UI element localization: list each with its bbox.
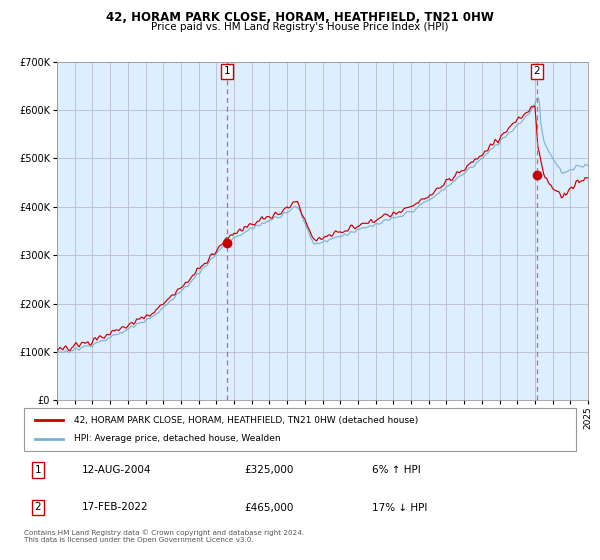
Text: Price paid vs. HM Land Registry's House Price Index (HPI): Price paid vs. HM Land Registry's House …: [151, 22, 449, 32]
Text: 2: 2: [534, 66, 541, 76]
Text: 17-FEB-2022: 17-FEB-2022: [82, 502, 149, 512]
Text: 1: 1: [34, 465, 41, 475]
Text: 1: 1: [224, 66, 230, 76]
Text: 42, HORAM PARK CLOSE, HORAM, HEATHFIELD, TN21 0HW (detached house): 42, HORAM PARK CLOSE, HORAM, HEATHFIELD,…: [74, 416, 418, 424]
Text: £465,000: £465,000: [245, 502, 294, 512]
Text: 6% ↑ HPI: 6% ↑ HPI: [372, 465, 421, 475]
Text: 2: 2: [34, 502, 41, 512]
Text: £325,000: £325,000: [245, 465, 294, 475]
Text: Contains HM Land Registry data © Crown copyright and database right 2024.
This d: Contains HM Land Registry data © Crown c…: [24, 529, 304, 543]
Text: 42, HORAM PARK CLOSE, HORAM, HEATHFIELD, TN21 0HW: 42, HORAM PARK CLOSE, HORAM, HEATHFIELD,…: [106, 11, 494, 24]
Text: HPI: Average price, detached house, Wealden: HPI: Average price, detached house, Weal…: [74, 435, 280, 444]
Text: 12-AUG-2004: 12-AUG-2004: [82, 465, 151, 475]
Text: 17% ↓ HPI: 17% ↓ HPI: [372, 502, 427, 512]
